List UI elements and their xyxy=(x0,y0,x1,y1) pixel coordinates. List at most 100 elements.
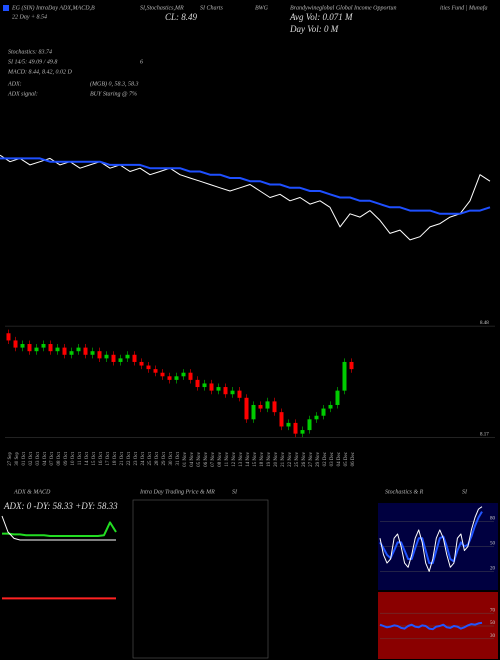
date-label: 18 Nov xyxy=(260,452,265,467)
date-label: 22 Oct xyxy=(127,451,132,465)
date-label: 18 Oct xyxy=(113,451,118,465)
y-tick-label: 70 xyxy=(490,608,496,613)
candle-body xyxy=(279,412,284,427)
candle-body xyxy=(139,361,144,366)
date-label: 06 Dec xyxy=(351,451,356,466)
date-label: 13 Nov xyxy=(239,452,244,467)
day-volume: Day Vol: 0 M xyxy=(289,24,339,34)
date-label: 17 Oct xyxy=(106,451,111,465)
header-text: EG (SIN) IntraDay ADX,MACD,B xyxy=(11,4,95,11)
date-label: 05 Nov xyxy=(197,452,202,467)
candle-body xyxy=(6,333,11,341)
candle-body xyxy=(160,372,165,377)
candle-body xyxy=(258,404,263,409)
date-label: 07 Nov xyxy=(211,452,216,467)
header-text: ities Fund | Munafa xyxy=(440,4,487,11)
date-label: 04 Oct xyxy=(43,451,48,465)
series-line xyxy=(379,506,483,572)
candle-body xyxy=(230,390,235,395)
candle-body xyxy=(55,347,60,352)
date-label: 02 Oct xyxy=(29,451,34,465)
candle-body xyxy=(132,354,137,362)
date-label: 27 Nov xyxy=(309,452,314,467)
candle-body xyxy=(251,404,256,420)
date-label: 09 Oct xyxy=(64,451,69,465)
date-label: 15 Oct xyxy=(92,451,97,465)
candle-body xyxy=(209,383,214,391)
date-label: 29 Nov xyxy=(316,452,321,467)
candle-body xyxy=(167,376,172,380)
date-label: 26 Nov xyxy=(302,452,307,467)
date-label: 08 Oct xyxy=(57,451,62,465)
candle-body xyxy=(76,347,81,352)
candle-body xyxy=(349,361,354,370)
date-label: 27 Sep xyxy=(8,452,13,466)
date-label: 02 Dec xyxy=(323,451,328,466)
logo-square xyxy=(3,5,9,11)
y-tick-label: 8.17 xyxy=(480,432,489,437)
panel-title: SI xyxy=(232,489,238,495)
avg-volume: Avg Vol: 0.071 M xyxy=(289,12,353,22)
candle-body xyxy=(237,390,242,398)
candle-body xyxy=(202,383,207,388)
date-label: 08 Nov xyxy=(218,452,223,467)
date-label: 05 Dec xyxy=(344,451,349,466)
date-label: 07 Oct xyxy=(50,451,55,465)
date-label: 23 Oct xyxy=(134,451,139,465)
candle-body xyxy=(48,344,53,352)
candle-body xyxy=(13,340,18,348)
candle-body xyxy=(69,351,74,355)
candle-body xyxy=(27,344,32,352)
date-label: 31 Oct xyxy=(176,451,181,465)
candle-body xyxy=(125,354,130,359)
date-label: 21 Oct xyxy=(120,451,125,465)
date-label: 11 Oct xyxy=(78,451,83,465)
date-label: 22 Nov xyxy=(288,452,293,467)
series-line xyxy=(0,157,491,215)
indicator-text: 6 xyxy=(140,59,143,65)
candle-body xyxy=(307,419,312,431)
candle-body xyxy=(195,379,200,388)
candle-body xyxy=(300,430,305,434)
date-label: 06 Nov xyxy=(204,452,209,467)
y-tick-label: 50 xyxy=(490,621,496,626)
date-label: 11 Nov xyxy=(225,452,230,467)
candle-body xyxy=(111,354,116,362)
series-line xyxy=(379,621,483,631)
y-tick-label: 20 xyxy=(490,567,496,572)
date-label: 30 Sep xyxy=(15,452,20,466)
header-text: 22 Day + 8.54 xyxy=(12,13,47,20)
date-label: 03 Oct xyxy=(36,451,41,465)
header-text: Brandywineglobal Global Income Opportun xyxy=(290,5,397,11)
candle-body xyxy=(153,369,158,373)
date-label: 14 Oct xyxy=(85,451,90,465)
date-label: 20 Nov xyxy=(274,452,279,467)
close-price: CL: 8.49 xyxy=(165,12,198,22)
date-label: 14 Nov xyxy=(246,452,251,467)
date-label: 15 Nov xyxy=(253,452,258,467)
y-tick-label: 30 xyxy=(490,634,496,639)
candle-body xyxy=(90,351,95,355)
candle-body xyxy=(286,422,291,427)
candle-body xyxy=(41,344,46,348)
panel-title: SI xyxy=(462,489,468,495)
candle-body xyxy=(104,354,109,359)
candle-body xyxy=(244,397,249,420)
date-label: 04 Dec xyxy=(337,451,342,466)
candle-body xyxy=(265,401,270,409)
adx-values: ADX: 0 -DY: 58.33 +DY: 58.33 xyxy=(3,501,118,511)
candle-body xyxy=(223,387,228,395)
candle-body xyxy=(62,347,67,355)
indicator-text: ADX signal: xyxy=(7,91,38,97)
y-tick-label: 8.48 xyxy=(480,321,489,326)
candle-body xyxy=(174,376,179,380)
candle-body xyxy=(97,351,102,359)
panel-title: Intra Day Trading Price & MR xyxy=(139,489,215,495)
indicator-text: Stochastics: 83.74 xyxy=(8,48,52,55)
indicator-text: MACD: 8.44, 8.42, 0.02 D xyxy=(7,68,72,75)
date-label: 10 Oct xyxy=(71,451,76,465)
indicator-text: (MGB) 0, 58.3, 58.3 xyxy=(90,80,139,87)
header-text: BWG xyxy=(255,5,269,11)
panel-title: Stochastics & R xyxy=(385,489,424,495)
